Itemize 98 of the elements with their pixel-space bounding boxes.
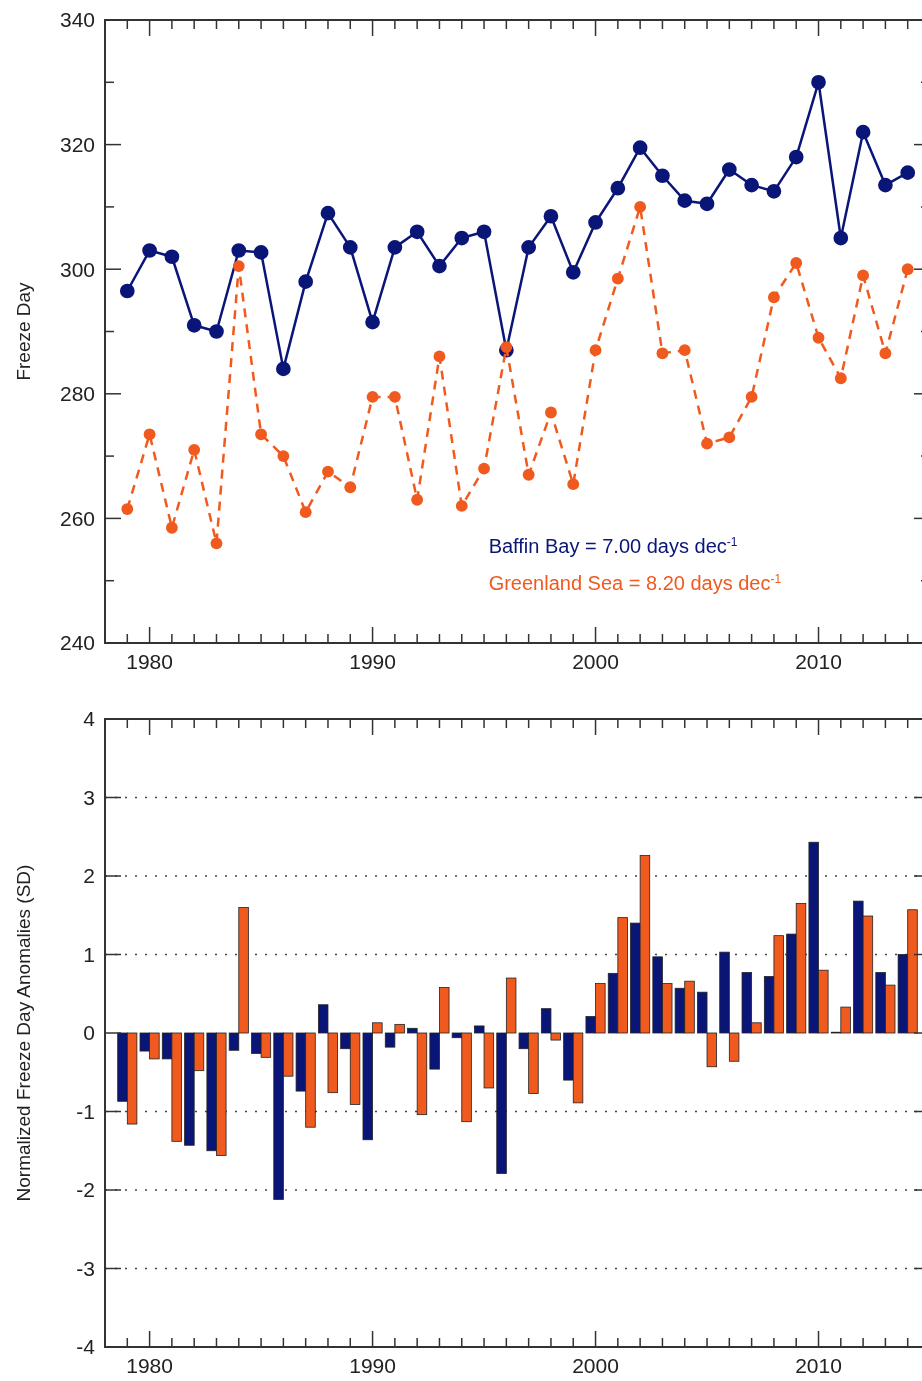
point (878, 177, 893, 193)
point (655, 168, 670, 184)
y-tick-label: -1 (76, 1099, 95, 1123)
x-tick-label: 2010 (795, 1354, 842, 1377)
point (834, 372, 847, 385)
y-tick-label: -4 (76, 1335, 96, 1359)
point (545, 406, 557, 419)
y-tick-label: 340 (59, 8, 95, 32)
point (454, 230, 470, 246)
point (433, 350, 446, 363)
point (432, 258, 447, 274)
y-axis-title: Freeze Day (13, 281, 34, 381)
point (833, 230, 849, 246)
point (521, 240, 536, 255)
point (500, 341, 513, 353)
point (677, 193, 693, 209)
y-tick-label: -3 (76, 1256, 95, 1280)
point (344, 481, 357, 494)
point (900, 165, 916, 180)
y-tick-label: 280 (59, 382, 95, 406)
point (165, 521, 178, 534)
y-tick-label: 260 (59, 506, 95, 530)
point (744, 177, 759, 193)
y-axis-title: Normalized Freeze Day Anomalies (SD) (13, 864, 34, 1202)
y-tick-label: 1 (83, 942, 95, 966)
x-tick-label: 2000 (572, 1354, 619, 1377)
point (276, 361, 291, 377)
text: Baffin Bay = 7.00 days dec$^{-1}$ (488, 535, 738, 557)
point (322, 465, 334, 478)
point (299, 506, 312, 519)
point (365, 314, 380, 330)
point (188, 443, 201, 456)
y-tick-label: 4 (83, 707, 96, 731)
point (455, 500, 468, 512)
point (812, 331, 825, 344)
point (790, 257, 803, 269)
point (522, 468, 535, 481)
point (857, 269, 870, 282)
point (387, 240, 403, 255)
point (476, 224, 492, 240)
point (745, 391, 758, 403)
point (678, 344, 691, 357)
point (611, 272, 624, 285)
point (656, 347, 669, 360)
point (210, 537, 223, 550)
point (721, 162, 737, 177)
point (342, 240, 358, 255)
point (253, 245, 269, 260)
point (142, 243, 157, 258)
point (766, 183, 782, 199)
point (588, 215, 603, 230)
x-tick-label: 2010 (795, 650, 842, 673)
point (411, 493, 424, 506)
x-tick-label: 1980 (126, 1354, 173, 1377)
point (901, 263, 914, 276)
point (298, 274, 314, 289)
point (366, 391, 379, 403)
point (143, 428, 156, 441)
point (119, 283, 135, 299)
point (723, 431, 736, 444)
point (320, 205, 336, 221)
point (277, 450, 290, 463)
point (855, 124, 871, 140)
y-tick-label: 300 (59, 257, 95, 281)
y-tick-label: -2 (76, 1178, 95, 1202)
point (255, 428, 267, 441)
point (232, 260, 245, 272)
x-tick-label: 1990 (349, 650, 396, 673)
point (209, 324, 224, 339)
point (388, 391, 401, 403)
point (186, 317, 202, 333)
point (788, 149, 804, 165)
y-tick-label: 3 (83, 785, 95, 809)
point (610, 180, 626, 196)
point (699, 196, 715, 212)
point (121, 503, 134, 515)
x-tick-label: 1980 (126, 650, 173, 673)
point (768, 291, 780, 304)
point (634, 200, 647, 213)
point (879, 347, 892, 360)
text: Greenland Sea = 8.20 days dec$^{-1}$ (488, 572, 782, 594)
x-tick-label: 2000 (572, 650, 619, 673)
point (565, 264, 581, 280)
point (231, 243, 247, 258)
point (632, 140, 648, 156)
point (164, 249, 180, 265)
point (589, 344, 602, 357)
point (409, 224, 425, 240)
y-tick-label: 240 (59, 631, 95, 655)
point (811, 74, 826, 90)
point (543, 208, 559, 224)
y-tick-label: 320 (59, 132, 95, 156)
point (567, 478, 580, 491)
point (701, 437, 713, 450)
y-tick-label: 2 (83, 864, 95, 888)
y-tick-label: 0 (83, 1021, 95, 1045)
x-tick-label: 1990 (349, 1354, 396, 1377)
point (478, 462, 490, 475)
